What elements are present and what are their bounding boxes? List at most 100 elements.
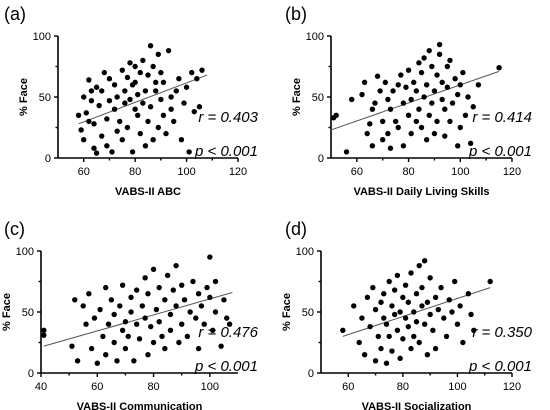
- y-axis-title: % Face: [1, 293, 13, 331]
- data-point: [421, 321, 428, 327]
- data-point: [457, 303, 463, 309]
- data-point: [158, 96, 164, 103]
- x-tick-label: 80: [402, 166, 414, 178]
- data-point: [86, 77, 92, 83]
- data-point: [153, 306, 160, 313]
- data-point: [167, 327, 174, 333]
- data-point: [372, 358, 379, 364]
- data-point: [109, 149, 115, 155]
- data-point: [452, 76, 458, 82]
- data-point: [69, 343, 75, 349]
- data-point: [193, 315, 199, 321]
- x-tick-label: 80: [397, 381, 409, 393]
- data-point: [150, 266, 157, 272]
- data-point: [374, 73, 381, 79]
- data-point: [122, 319, 129, 325]
- data-point: [421, 55, 427, 61]
- data-point: [178, 137, 185, 143]
- data-point: [160, 79, 167, 86]
- data-point: [413, 88, 420, 94]
- data-point: [429, 100, 435, 106]
- data-point: [88, 345, 95, 352]
- data-point: [173, 88, 179, 94]
- data-point: [356, 339, 362, 346]
- data-point: [364, 130, 370, 137]
- data-point: [127, 60, 133, 66]
- data-point: [403, 84, 409, 90]
- data-point: [150, 63, 156, 70]
- data-point: [81, 94, 87, 100]
- data-point: [132, 106, 138, 112]
- data-point: [145, 118, 151, 125]
- data-point: [411, 333, 417, 340]
- data-point: [465, 94, 471, 100]
- data-point: [101, 69, 107, 76]
- data-point: [104, 116, 110, 122]
- data-point: [131, 358, 137, 364]
- data-point: [487, 278, 493, 285]
- data-point: [475, 82, 482, 88]
- data-point: [394, 327, 401, 333]
- data-point: [75, 112, 82, 119]
- data-point: [186, 149, 192, 155]
- data-point: [387, 145, 394, 151]
- data-point: [359, 315, 365, 321]
- data-point: [80, 303, 86, 309]
- data-point: [423, 137, 430, 143]
- data-point: [117, 303, 123, 309]
- data-point: [170, 287, 176, 293]
- data-point: [361, 79, 368, 86]
- data-point: [351, 303, 357, 309]
- data-point: [199, 67, 205, 73]
- data-point: [137, 69, 143, 76]
- y-tick-label: 0: [308, 368, 314, 380]
- data-point: [124, 124, 131, 131]
- panel-letter: (a): [4, 4, 26, 24]
- data-point: [104, 143, 110, 149]
- data-point: [408, 130, 414, 137]
- data-point: [402, 315, 409, 321]
- data-point: [405, 299, 412, 305]
- data-point: [467, 140, 474, 147]
- data-point: [359, 91, 365, 98]
- regression-line: [78, 74, 208, 125]
- data-point: [88, 88, 95, 94]
- data-point: [173, 262, 179, 269]
- data-point: [408, 96, 414, 103]
- data-point: [105, 321, 112, 327]
- data-point: [389, 303, 395, 309]
- regression-line: [342, 287, 491, 337]
- data-point: [402, 282, 409, 288]
- r-value: r = 0.414: [472, 109, 532, 126]
- data-point: [132, 63, 138, 70]
- x-tick-label: 120: [503, 381, 521, 393]
- data-point: [145, 72, 151, 78]
- data-point: [119, 282, 126, 288]
- data-point: [429, 63, 435, 70]
- data-point: [431, 130, 438, 137]
- data-point: [83, 321, 89, 327]
- data-point: [124, 74, 131, 81]
- data-point: [171, 118, 177, 125]
- data-point: [369, 143, 376, 149]
- data-point: [444, 84, 451, 90]
- data-point: [439, 96, 445, 103]
- data-point: [446, 297, 452, 303]
- x-tick-label: 60: [351, 166, 363, 178]
- data-point: [156, 319, 162, 325]
- x-tick-label: 100: [177, 166, 195, 178]
- data-point: [391, 287, 398, 293]
- data-point: [140, 57, 146, 64]
- p-value: p < 0.001: [468, 143, 532, 160]
- data-point: [421, 94, 427, 100]
- data-point: [99, 88, 105, 94]
- data-point: [195, 291, 202, 297]
- data-point: [462, 112, 469, 119]
- p-value: p < 0.001: [194, 358, 258, 375]
- data-point: [496, 65, 502, 71]
- data-point: [190, 278, 196, 285]
- y-tick-label: 100: [306, 31, 324, 43]
- y-tick-label: 50: [39, 92, 51, 104]
- data-point: [348, 96, 355, 103]
- data-point: [452, 278, 458, 285]
